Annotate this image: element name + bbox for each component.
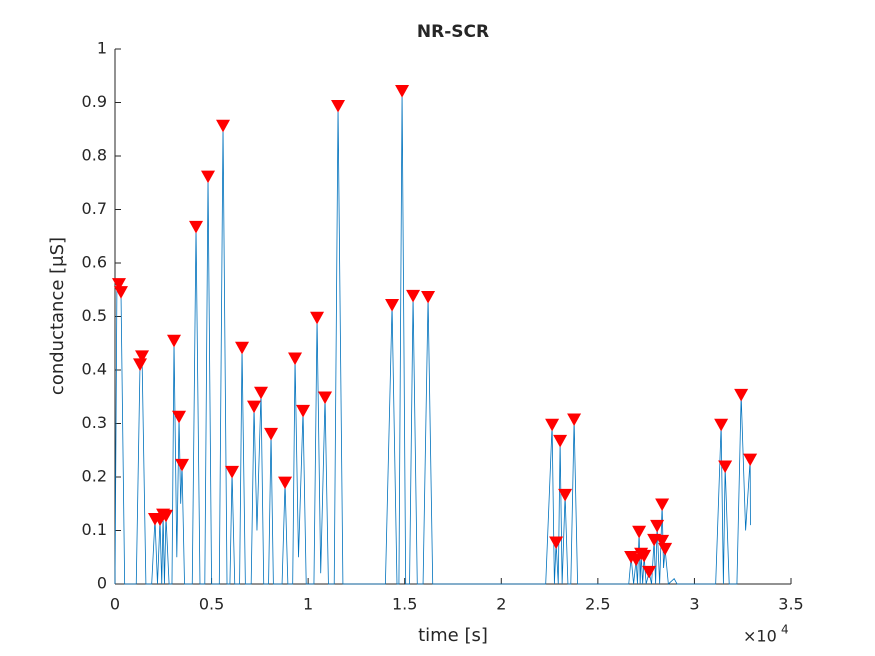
peak-marker (655, 498, 670, 512)
peak-marker (158, 509, 173, 523)
y-axis-label: conductance [μS] (47, 237, 68, 395)
x-tick-label: 2.5 (585, 595, 610, 614)
peak-marker (734, 388, 749, 402)
x-tick-label: 0 (110, 595, 120, 614)
y-tick-label: 0.5 (82, 306, 107, 325)
peak-marker (549, 536, 564, 550)
peak-marker (650, 519, 665, 533)
peak-marker (167, 334, 182, 348)
y-tick-label: 0.2 (82, 467, 107, 486)
y-tick-label: 0.3 (82, 413, 107, 432)
x-multiplier: ×10 (743, 627, 777, 646)
peak-marker (133, 358, 148, 371)
peak-marker (406, 289, 421, 303)
peak-marker (331, 99, 346, 113)
peak-marker (385, 298, 400, 312)
signal-line (114, 91, 751, 585)
peak-marker (296, 404, 311, 418)
x-tick-label: 1 (303, 595, 313, 614)
x-tick-label: 0.5 (199, 595, 224, 614)
peak-marker (175, 458, 190, 472)
peak-marker (637, 549, 652, 563)
peak-marker (172, 410, 187, 424)
peak-marker (201, 170, 216, 184)
peak-marker (135, 350, 150, 363)
peak-marker (288, 352, 303, 366)
x-tick-label: 3 (689, 595, 699, 614)
y-tick-label: 0.8 (82, 146, 107, 165)
peak-marker (247, 400, 262, 414)
peak-marker (714, 418, 729, 432)
y-tick-label: 0.6 (82, 253, 107, 272)
x-axis-label: time [s] (418, 625, 488, 646)
peak-marker (658, 542, 673, 556)
peak-marker (225, 465, 240, 479)
peak-marker (310, 311, 325, 325)
peak-marker (545, 418, 560, 432)
y-tick-label: 0 (97, 574, 107, 593)
peak-marker (567, 413, 582, 427)
peak-marker (254, 386, 269, 400)
x-multiplier-exponent: 4 (781, 623, 789, 637)
peak-marker (278, 476, 293, 490)
peak-marker (111, 278, 126, 291)
y-tick-label: 0.9 (82, 92, 107, 111)
peak-marker (189, 220, 204, 234)
x-tick-label: 2 (496, 595, 506, 614)
peak-marker (558, 488, 573, 502)
x-tick-label: 1.5 (392, 595, 417, 614)
y-tick-label: 0.7 (82, 199, 107, 218)
peak-marker (216, 119, 231, 133)
peak-marker (395, 84, 410, 98)
y-tick-label: 0.4 (82, 360, 107, 379)
x-tick-label: 3.5 (778, 595, 803, 614)
peak-marker (553, 434, 568, 448)
peak-marker (421, 290, 436, 304)
peak-marker (632, 525, 647, 539)
peak-marker (642, 565, 657, 579)
peak-marker (264, 427, 279, 441)
peak-marker (655, 534, 670, 548)
chart-title: NR-SCR (417, 22, 489, 42)
peak-marker (318, 391, 333, 405)
y-tick-label: 0.1 (82, 520, 107, 539)
peak-marker (718, 460, 733, 474)
peak-marker (743, 453, 758, 467)
peak-marker (113, 286, 128, 299)
peak-marker (235, 341, 250, 355)
y-tick-label: 1 (97, 39, 107, 58)
